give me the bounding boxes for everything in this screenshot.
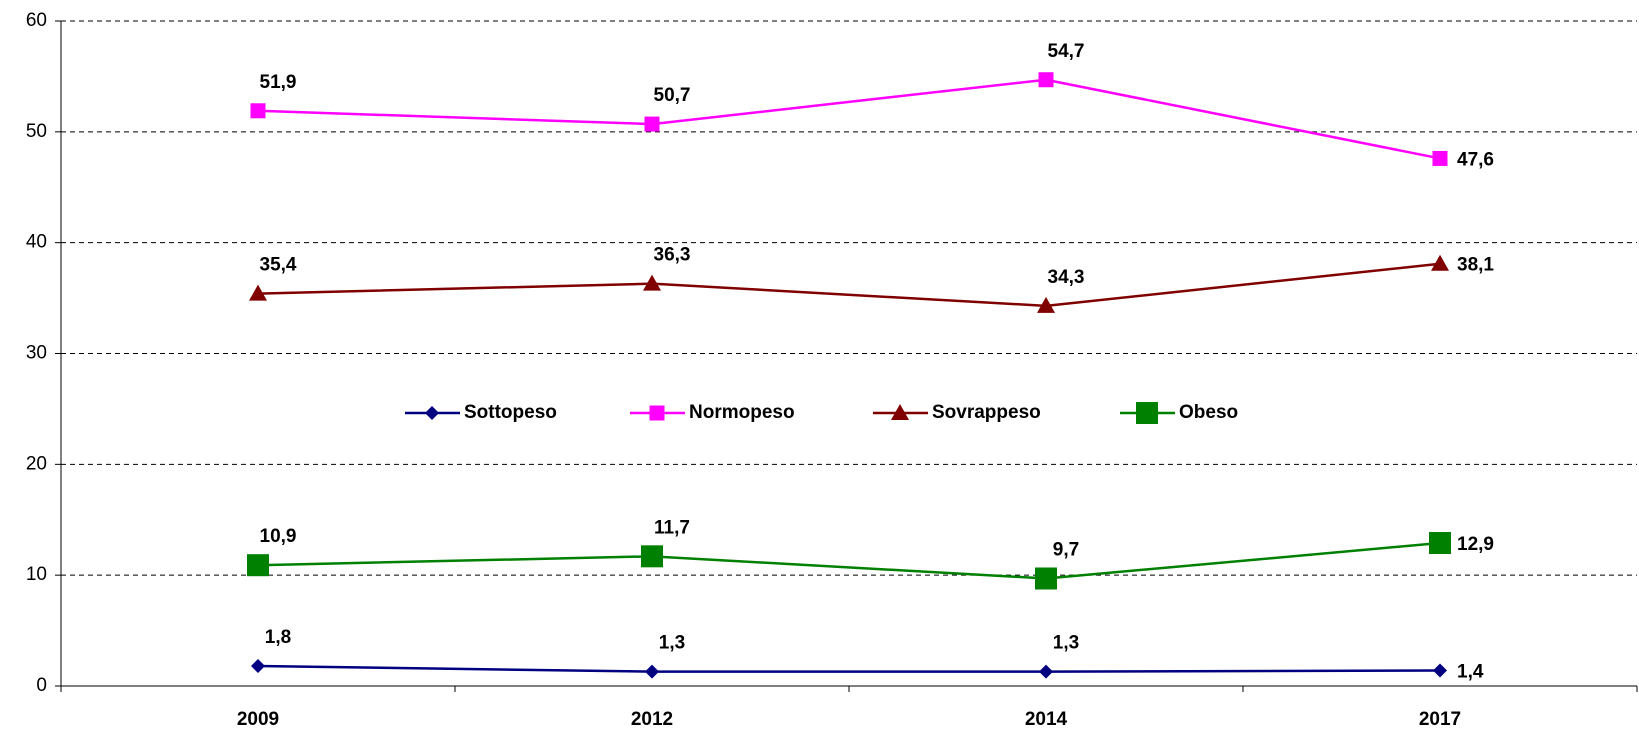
y-tick-label: 10 [26,564,47,585]
marker [425,406,439,420]
marker [643,274,661,291]
marker [645,664,659,679]
data-label: 1,4 [1457,661,1484,682]
marker [247,554,269,577]
marker [251,659,265,674]
y-tick-label: 0 [36,675,47,696]
marker [641,545,663,568]
marker [644,116,660,132]
legend-label: Normopeso [689,402,795,423]
x-tick-label: 2014 [1025,709,1068,730]
marker [1431,254,1449,271]
data-label: 34,3 [1048,267,1085,288]
data-label: 47,6 [1457,149,1494,170]
legend-label: Sottopeso [464,402,557,423]
data-label: 54,7 [1048,41,1085,62]
data-label: 35,4 [260,255,297,276]
data-label: 9,7 [1053,540,1079,561]
marker [1432,150,1448,166]
series-line [257,78,1441,160]
x-tick-label: 2012 [631,709,673,730]
series-line [257,262,1441,308]
marker [1039,664,1053,679]
data-label: 10,9 [260,526,297,547]
series-line [257,541,1441,580]
marker [250,103,266,119]
data-label: 1,3 [1053,633,1079,654]
data-label: 51,9 [260,72,297,93]
y-tick-label: 50 [26,121,47,142]
data-label: 1,3 [659,633,685,654]
marker [1035,567,1057,590]
marker [249,284,267,301]
legend-label: Sovrappeso [932,402,1041,423]
marker [891,404,909,420]
marker [1429,532,1451,555]
marker [1136,402,1158,424]
marker [649,405,665,421]
marker [1433,663,1447,678]
legend-label: Obeso [1179,402,1238,423]
marker [1038,72,1054,88]
y-tick-label: 30 [26,343,47,364]
x-tick-label: 2017 [1419,709,1461,730]
data-label: 1,8 [265,627,291,648]
series-line [257,664,1441,673]
data-label: 50,7 [654,85,691,106]
y-tick-label: 40 [26,232,47,253]
y-tick-label: 20 [26,453,47,474]
data-label: 36,3 [654,245,691,266]
data-label: 12,9 [1457,534,1494,555]
y-tick-label: 60 [26,10,47,31]
marker [1037,296,1055,313]
data-label: 38,1 [1457,255,1494,276]
data-label: 11,7 [654,517,690,538]
x-tick-label: 2009 [237,709,279,730]
